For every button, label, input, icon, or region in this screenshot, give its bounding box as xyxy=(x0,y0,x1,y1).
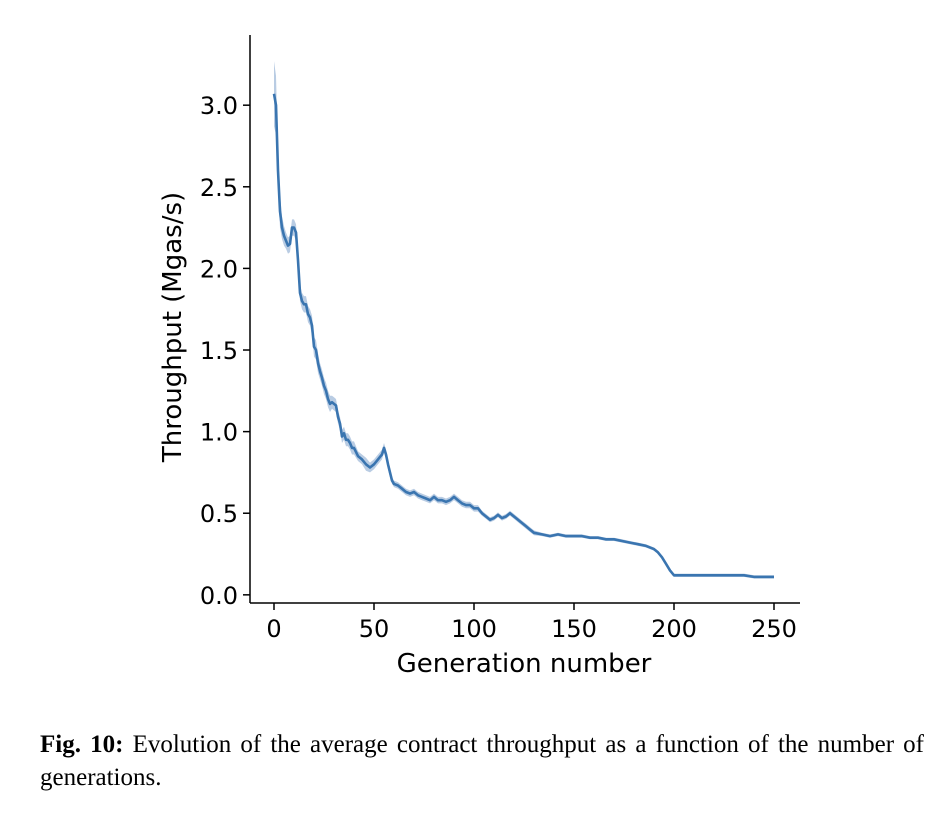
confidence-band xyxy=(274,61,774,579)
x-tick-label: 0 xyxy=(266,615,281,643)
x-tick-label: 50 xyxy=(359,615,390,643)
y-tick-label: 1.0 xyxy=(200,419,238,447)
throughput-chart: 0 50 100 150 200 250 0.0 0.5 1.0 1.5 2.0 2.5 3.0 Ge… xyxy=(158,35,800,679)
y-tick-label: 3.0 xyxy=(200,92,238,120)
figure-caption: Fig. 10: Evolution of the average contra… xyxy=(40,728,924,794)
y-axis-label: Throughput (Mgas/s) xyxy=(158,192,188,463)
y-tick-label: 0.0 xyxy=(200,582,238,610)
x-axis-label: Generation number xyxy=(397,649,652,679)
x-tick-label: 100 xyxy=(451,615,497,643)
x-tick-label: 200 xyxy=(651,615,697,643)
y-tick-label: 1.5 xyxy=(200,337,238,365)
throughput-line xyxy=(272,93,774,579)
x-tick-label: 150 xyxy=(551,615,597,643)
y-tick-label: 2.5 xyxy=(200,174,238,202)
x-axis-ticks: 0 50 100 150 200 250 xyxy=(266,603,797,643)
x-tick-label: 250 xyxy=(751,615,797,643)
y-tick-label: 0.5 xyxy=(200,500,238,528)
y-tick-label: 2.0 xyxy=(200,255,238,283)
y-axis-ticks: 0.0 0.5 1.0 1.5 2.0 2.5 3.0 xyxy=(200,92,250,610)
figure-caption-label: Fig. 10: xyxy=(40,731,124,758)
figure-caption-text: Evolution of the average contract throug… xyxy=(40,731,925,791)
